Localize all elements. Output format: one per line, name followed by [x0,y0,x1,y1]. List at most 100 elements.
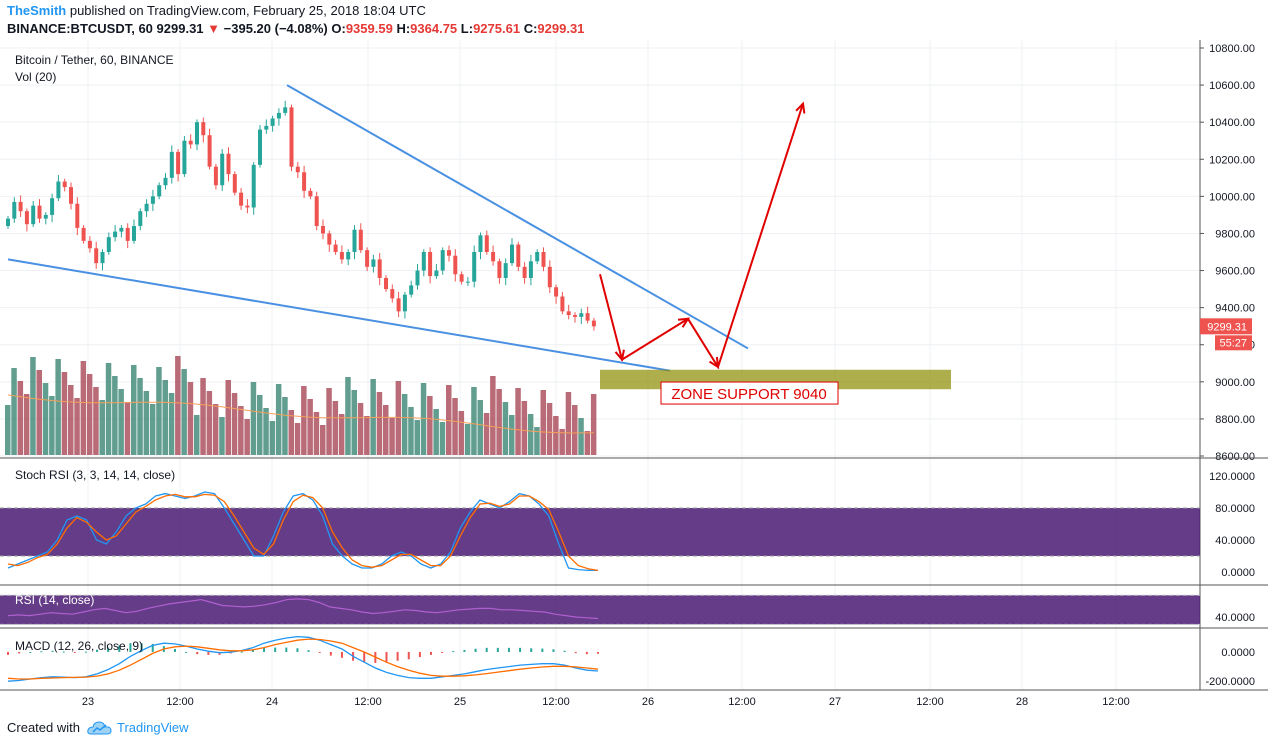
candle [358,223,363,253]
chart-svg[interactable]: ZONE SUPPORT 9040 Bitcoin / Tether, 60, B… [0,40,1268,715]
candle [62,178,67,192]
arrowhead [614,349,625,362]
candle [24,208,29,232]
volume-bar [389,418,395,455]
zone-support-label: ZONE SUPPORT 9040 [671,386,826,403]
candle-body [207,135,212,167]
macd-tick-label: 0.0000 [1221,647,1255,659]
candle-body [251,164,256,208]
volume-bar [332,401,339,455]
macd-histogram-bar [29,651,32,653]
candle-body [547,266,552,288]
candle [528,254,533,286]
candle-body [503,263,508,278]
candle-body [113,231,118,238]
candle [541,247,546,272]
candle [295,162,300,179]
candle-body [75,203,80,228]
candle [213,163,218,190]
volume-bar [590,394,597,455]
candle-body [396,298,401,312]
candle [283,100,288,116]
candle-body [119,227,124,232]
candle-body [163,177,168,186]
tradingview-brand-link[interactable]: TradingView [117,720,189,735]
candle [484,230,489,255]
macd-histogram-bar [7,651,9,655]
candle [43,212,48,225]
last-price-label: 9299.31 [1207,321,1247,333]
candle-body [182,140,187,175]
volume-bar [439,422,446,455]
macd-histogram-bar [274,647,277,652]
volume-bar [137,378,143,455]
volume-bar [36,370,42,455]
volume-bar [61,372,68,455]
stoch-tick-label: 80.0000 [1215,503,1255,515]
volume-bar [143,391,150,455]
candle [308,188,313,200]
volume-bar [401,394,408,455]
candle-body [358,229,363,251]
macd-histogram-bar [407,651,410,660]
price-pane-title: Bitcoin / Tether, 60, BINANCE [15,53,174,67]
volume-bar [496,389,502,455]
candle [75,197,80,236]
published-text: published on TradingView.com, February 2… [66,3,426,18]
candle-body [6,218,10,227]
chart-header: TheSmith published on TradingView.com, F… [0,0,1268,40]
candle [566,304,571,320]
time-tick-label: 12:00 [354,696,382,708]
candle [31,201,36,227]
candle [207,128,212,170]
volume-bar [30,357,36,455]
macd-histogram-bar [240,651,243,653]
stoch-line [7,493,599,572]
candle-body [169,151,174,178]
candle-body [43,214,48,219]
volume-bar [99,400,105,455]
time-tick-label: 12:00 [166,696,194,708]
macd-histogram-bar [118,645,121,652]
change-value: −395.20 (−4.08%) [223,21,328,36]
macd-histogram-bar [207,651,210,655]
candle-body [421,252,426,271]
open-label: O: [331,21,346,36]
volume-bar [149,404,156,455]
candle-body [497,261,502,278]
author-link[interactable]: TheSmith [7,3,67,18]
volume-bar [420,383,427,455]
candle [264,119,269,134]
stoch-tick-label: 120.0000 [1209,471,1255,483]
candle [346,249,351,266]
chart-area[interactable]: ZONE SUPPORT 9040 Bitcoin / Tether, 60, B… [0,40,1268,715]
footer: Created with TradingView [0,715,1268,745]
macd-signal-line [7,638,599,680]
volume-bar [269,421,276,455]
candle [12,197,17,223]
candle [144,199,149,217]
macd-histogram-bar [51,650,54,652]
candle [50,193,55,223]
candle [472,245,477,288]
candle [560,291,565,315]
candle [421,249,426,277]
volume-bar [168,393,175,455]
candle [510,238,514,266]
candle [81,225,86,244]
candle [314,191,319,231]
candle [302,165,307,199]
macd-histogram-bar [340,651,343,658]
volume-bar [80,361,87,455]
candle-body [402,294,407,312]
candle-body [308,190,313,197]
candle [453,249,458,282]
candle [138,208,143,231]
volume-bar [572,405,578,455]
volume-bar [540,390,546,455]
candle [409,280,414,298]
symbol-label: BINANCE:BTCUSDT, 60 [7,21,153,36]
macd-macd-line [7,635,599,682]
macd-histogram-bar [40,651,43,653]
candle-body [384,277,388,290]
